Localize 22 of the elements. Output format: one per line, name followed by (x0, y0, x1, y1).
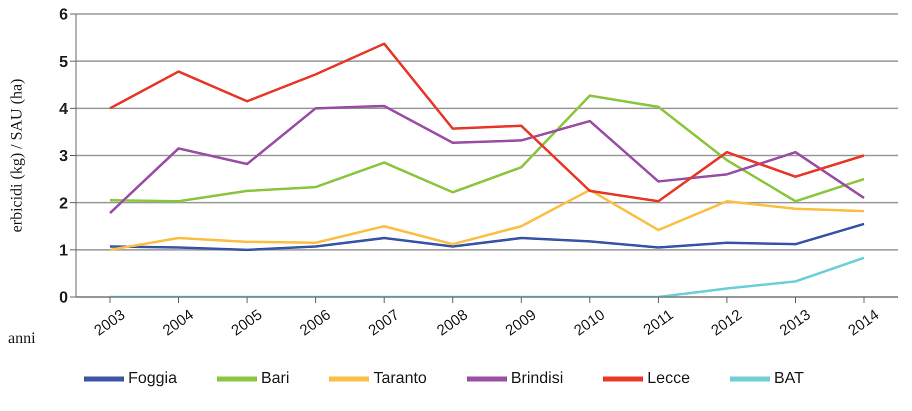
line-series (108, 188, 866, 252)
y-axis-title: erbicidi (kg) / SAU (ha) (8, 78, 26, 232)
legend-label: Foggia (128, 370, 177, 388)
line-series (108, 104, 866, 214)
x-tick-label: 2011 (640, 306, 677, 339)
legend-label: Taranto (373, 370, 427, 388)
y-tick-label: 3 (59, 148, 68, 166)
line-series (108, 94, 866, 202)
legend-label: Brindisi (510, 370, 564, 388)
y-tick-label: 2 (59, 195, 68, 212)
y-tick-label: 0 (59, 290, 68, 307)
y-tick-label: 1 (59, 242, 68, 260)
line-series (108, 42, 866, 202)
line-series (108, 256, 866, 297)
x-axis-title: anni (8, 330, 36, 348)
legend-label: BAT (774, 370, 804, 388)
legend-label: Lecce (647, 370, 690, 388)
y-tick-label: 4 (59, 101, 68, 118)
y-tick-label: 5 (59, 54, 68, 71)
line-series (108, 222, 866, 252)
legend-label: Bari (260, 370, 290, 388)
y-tick-label: 6 (59, 6, 68, 24)
